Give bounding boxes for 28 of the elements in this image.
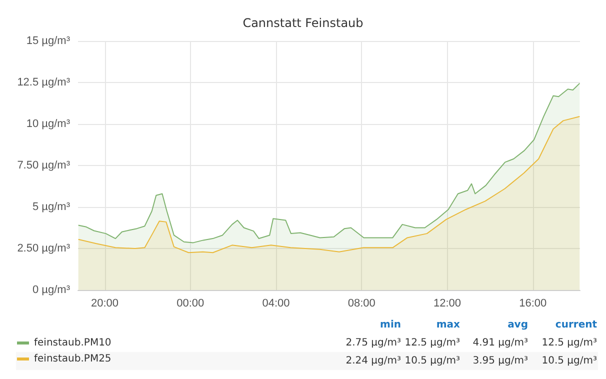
x-tick-label: 04:00 [262, 298, 290, 310]
y-tick-label: 12.5 µg/m³ [17, 76, 70, 88]
text: avg [508, 320, 528, 330]
text: 3.95 µg/m³ [472, 356, 528, 366]
x-tick-label: 12:00 [434, 298, 462, 310]
y-tick-label: 2.50 µg/m³ [17, 242, 70, 254]
y-tick-label: 5 µg/m³ [32, 201, 70, 213]
chart-title: Cannstatt Feinstaub [242, 16, 364, 30]
y-tick-label: 0 µg/m³ [32, 284, 70, 296]
text: 10.5 µg/m³ [404, 356, 460, 366]
x-tick-label: 08:00 [348, 298, 376, 310]
y-tick-label: 7.50 µg/m³ [17, 160, 70, 172]
text: 2.75 µg/m³ [346, 338, 401, 348]
text: current [555, 320, 598, 330]
legend-label: feinstaub.PM10 [34, 338, 112, 348]
text: max [436, 320, 461, 330]
text: 10.5 µg/m³ [542, 356, 597, 366]
text: 4.91 µg/m³ [472, 338, 528, 348]
x-tick-label: 00:00 [176, 298, 204, 310]
y-tick-label: 10 µg/m³ [26, 118, 70, 130]
text: 12.5 µg/m³ [404, 338, 460, 348]
text: 12.5 µg/m³ [542, 338, 597, 348]
legend-label: feinstaub.PM25 [34, 354, 112, 364]
y-tick-label: 15 µg/m³ [26, 35, 70, 47]
text: min [380, 320, 401, 330]
x-tick-label: 16:00 [519, 298, 547, 310]
x-tick-label: 20:00 [90, 298, 119, 310]
text: 2.24 µg/m³ [346, 356, 401, 366]
